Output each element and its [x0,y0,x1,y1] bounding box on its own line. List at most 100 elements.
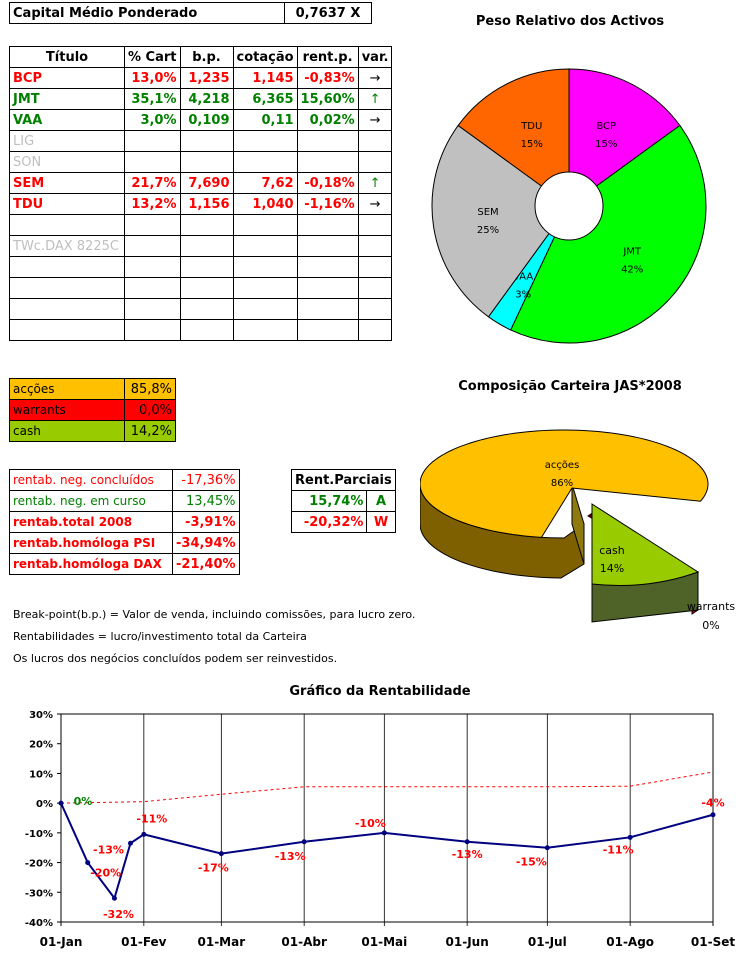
cell-bp [179,151,234,173]
cell-cotacao [232,319,298,341]
pie-composition-title: Composição Carteira JAS*2008 [458,379,682,394]
partial-row: 15,74% A [290,490,396,512]
arrow-right-icon [357,130,393,152]
cell-bp [179,298,234,320]
header-pct: % Cart [124,46,181,68]
cell-rent: -0,83% [296,67,359,89]
y-tick-label: 30% [29,710,53,721]
data-label: -10% [355,817,386,830]
cell-cotacao: 0,11 [232,109,298,131]
x-tick-label: 01-Abr [281,935,327,949]
x-tick-label: 01-Fev [121,935,167,949]
returns-value: -34,94% [172,532,240,554]
data-point [111,895,117,901]
pie-label: SEM [477,207,498,218]
pie-label: acções [545,460,580,471]
cell-bp: 1,235 [179,67,234,89]
arrow-right-icon [357,235,393,257]
returns-value: -3,91% [172,511,240,533]
y-tick-label: -40% [25,918,53,929]
line-chart-title: Gráfico da Rentabilidade [289,684,471,699]
portfolio-row: JMT 35,1% 4,218 6,365 15,60% ↑ [9,88,393,110]
data-point [710,812,716,818]
cell-rent: 15,60% [296,88,359,110]
header-titulo: Título [9,46,125,68]
y-tick-label: 0% [36,799,53,810]
cell-pct [124,151,181,173]
data-point [85,860,91,866]
data-point [544,845,550,851]
x-tick-label: 01-Jun [446,935,489,949]
note-lucros: Os lucros dos negócios concluídos podem … [13,652,338,665]
cell-pct [124,298,181,320]
cell-bp [179,235,234,257]
data-point [301,839,307,845]
cell-pct: 13,0% [124,67,181,89]
cell-pct [124,214,181,236]
cell-bp [179,256,234,278]
cell-bp [179,130,234,152]
returns-table: rentab. neg. concluídos -17,36% rentab. ne… [9,469,240,575]
cell-titulo [9,298,125,320]
portfolio-row: VAA 3,0% 0,109 0,11 0,02% → [9,109,393,131]
y-tick-label: -10% [25,829,53,840]
note-rentabilidades: Rentabilidades = lucro/investimento tota… [13,630,307,643]
composition-label: acções [9,378,125,400]
pie-label: JMT [622,246,642,257]
pie-slice-bcp [568,68,681,207]
x-tick-label: 01-Set [691,935,735,949]
arrow-right-icon: → [357,193,393,215]
cell-pct [124,130,181,152]
cell-cotacao [232,214,298,236]
cell-cotacao: 7,62 [232,172,298,194]
returns-label: rentab.total 2008 [9,511,173,533]
cell-titulo [9,256,125,278]
cell-titulo: BCP [9,67,125,89]
cell-bp: 4,218 [179,88,234,110]
cell-cotacao [232,256,298,278]
pie-pct: 25% [477,225,499,236]
partial-value: 15,74% [290,490,368,512]
composition-value: 14,2% [124,420,176,442]
pie-label: warrants [687,600,736,613]
partial-header: Rent.Parciais [291,469,396,491]
data-label: -32% [103,908,134,921]
cell-bp [179,319,234,341]
portfolio-row: SEM 21,7% 7,690 7,62 -0,18% ↑ [9,172,393,194]
cell-bp [179,277,234,299]
portfolio-row [9,319,393,341]
x-tick-label: 01-Jul [528,935,567,949]
x-tick-label: 01-Mar [198,935,246,949]
returns-value: -17,36% [172,469,240,491]
partial-flag: W [366,511,396,533]
data-label: -20% [90,867,121,880]
arrow-right-icon [357,151,393,173]
cell-titulo: SEM [9,172,125,194]
portfolio-row [9,277,393,299]
capital-label: Capital Médio Ponderado [9,2,285,24]
returns-row: rentab.homóloga DAX -21,40% [9,553,240,575]
partial-returns-table: Rent.Parciais 15,74% A -20,32% W [290,469,396,533]
data-label: -13% [93,843,124,856]
cell-cotacao [232,130,298,152]
cell-cotacao: 1,040 [232,193,298,215]
note-breakpoint: Break-point(b.p.) = Valor de venda, incl… [13,608,416,621]
cell-pct [124,235,181,257]
cell-cotacao [232,277,298,299]
cell-rent [296,319,359,341]
composition-row: warrants 0,0% [9,399,176,421]
pie-label: VAA [513,271,533,282]
pie-slice-cash [591,503,700,586]
cell-bp: 7,690 [179,172,234,194]
pie-label: cash [599,544,625,557]
returns-label: rentab. neg. em curso [9,490,173,512]
cell-rent: -1,16% [296,193,359,215]
arrow-right-icon [357,319,393,341]
cell-titulo [9,214,125,236]
pie-composition-chart: acções 86% cash 14% warrants 0% [420,429,736,632]
cell-pct [124,277,181,299]
cell-pct: 13,2% [124,193,181,215]
portfolio-row [9,298,393,320]
capital-table: Capital Médio Ponderado 0,7637 X [9,2,372,24]
data-label: -13% [275,850,306,863]
